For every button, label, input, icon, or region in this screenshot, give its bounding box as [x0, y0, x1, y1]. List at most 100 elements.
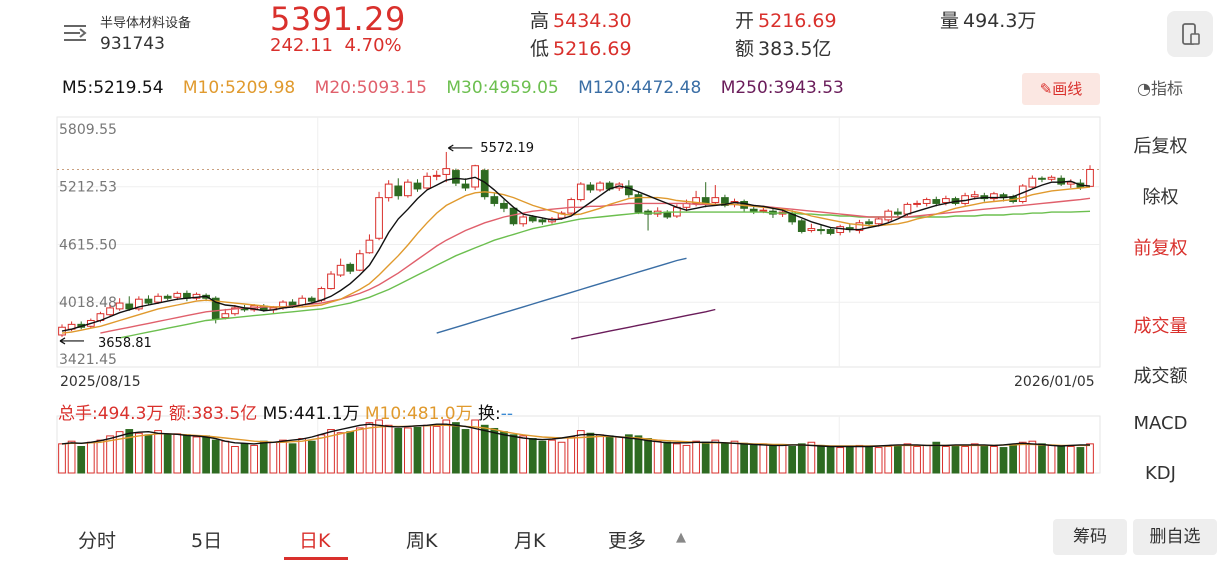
side-item-post-adjust[interactable]: 后复权	[1113, 132, 1208, 158]
volume-bar	[770, 447, 777, 474]
volume-bar	[894, 445, 901, 473]
candle-body	[405, 182, 412, 196]
candle-body	[904, 204, 911, 214]
volume-bar	[1087, 444, 1094, 473]
volume-bar	[1048, 445, 1055, 473]
landscape-toggle-button[interactable]	[1167, 11, 1213, 57]
volume-bar	[875, 448, 882, 473]
candle-body	[808, 229, 815, 231]
side-item-pre-adjust[interactable]: 前复权	[1113, 234, 1208, 260]
volume-bar	[116, 432, 123, 473]
chips-button[interactable]: 筹码	[1053, 519, 1127, 555]
candle-body	[222, 314, 229, 318]
max-price-label: 5572.19	[480, 141, 534, 156]
caret-up-icon[interactable]: ▲	[676, 530, 686, 545]
volume-bar	[299, 439, 306, 473]
candle-body	[385, 184, 392, 198]
candle-body	[885, 211, 892, 220]
candle-body	[760, 210, 767, 211]
candle-body	[116, 303, 123, 309]
volume-bar	[846, 447, 853, 474]
y-tick-label: 5212.53	[59, 180, 117, 196]
volume-bar	[722, 444, 729, 473]
side-item-kdj[interactable]: KDJ	[1113, 463, 1208, 484]
turnover-value: --	[501, 404, 513, 424]
candle-body	[568, 200, 575, 214]
candle-body	[1087, 169, 1094, 186]
volume-bar	[520, 436, 527, 473]
volume-bar	[789, 447, 796, 474]
volume-bar	[837, 448, 844, 473]
candle-body	[347, 264, 354, 271]
candle-body	[366, 240, 373, 253]
end-date: 2026/01/05	[1014, 374, 1095, 390]
indicator-button[interactable]: ◔指标	[1137, 75, 1183, 99]
volume-bar	[347, 432, 354, 473]
candle-body	[971, 195, 978, 197]
candle-body	[529, 217, 536, 221]
candle-body	[289, 302, 296, 305]
candle-body	[155, 296, 162, 302]
volume-bar	[145, 435, 152, 473]
candle-body	[818, 230, 825, 231]
candle-body	[866, 222, 873, 224]
volume-bar	[155, 431, 162, 473]
kline-chart[interactable]: 5809.55 5212.53 4615.50 4018.48 3421.45 5572.…	[0, 0, 1110, 512]
volume-bar	[731, 441, 738, 473]
volume-bar	[280, 440, 287, 473]
volume-bar	[712, 440, 719, 473]
candle-body	[875, 219, 882, 224]
volume-bar	[818, 445, 825, 473]
candle-body	[1058, 178, 1065, 184]
candle-body	[597, 183, 604, 190]
turnover-label: 换:	[478, 404, 501, 424]
tab-5day[interactable]: 5日	[191, 526, 222, 553]
volume-bar	[587, 433, 594, 473]
candle-body	[577, 184, 584, 199]
volume-bar	[760, 444, 767, 473]
candle-body	[328, 274, 335, 289]
tab-monthly-k[interactable]: 月K	[514, 526, 545, 553]
volume-bar	[366, 423, 373, 473]
candle-body	[837, 227, 844, 233]
volume-bar	[270, 442, 277, 473]
candle-body	[337, 265, 344, 275]
volume-bar	[97, 440, 104, 473]
volume-bar	[337, 433, 344, 473]
volume-bar	[798, 444, 805, 473]
side-item-turnover[interactable]: 成交额	[1113, 362, 1208, 388]
volume-bar	[222, 441, 229, 473]
candle-body	[914, 203, 921, 204]
tab-daily-k[interactable]: 日K	[299, 526, 330, 553]
candle-body	[462, 184, 469, 188]
candle-body	[923, 200, 930, 204]
side-item-macd[interactable]: MACD	[1113, 413, 1208, 434]
volume-bar	[164, 435, 171, 473]
side-item-volume[interactable]: 成交量	[1113, 312, 1208, 338]
volume-bar	[241, 444, 248, 473]
volume-bar	[625, 435, 632, 473]
tab-more[interactable]: 更多	[608, 526, 646, 553]
volume-bar	[212, 440, 219, 473]
volume-bar	[395, 428, 402, 473]
volume-bar	[193, 437, 200, 473]
candle-body	[1029, 178, 1036, 187]
ma30-line	[120, 211, 1090, 338]
tab-intraday[interactable]: 分时	[78, 526, 116, 553]
active-tab-indicator	[284, 557, 348, 560]
candle-body	[933, 200, 940, 204]
volume-legend: 总手:494.3万 额:383.5亿 M5:441.1万 M10:481.0万 …	[58, 399, 513, 424]
volume-bar	[933, 442, 940, 473]
ma250-line	[571, 310, 715, 339]
side-item-ex-rights[interactable]: 除权	[1113, 183, 1208, 209]
volume-bar	[318, 435, 325, 473]
candle-body	[453, 171, 460, 184]
tab-weekly-k[interactable]: 周K	[406, 526, 437, 553]
phone-icon	[1167, 11, 1213, 57]
volume-bar	[1029, 441, 1036, 473]
volume-bar	[232, 447, 239, 474]
volume-bar	[558, 442, 565, 473]
volume-bar	[59, 444, 66, 473]
volume-bar	[991, 447, 998, 474]
remove-watchlist-button[interactable]: 删自选	[1133, 519, 1217, 555]
